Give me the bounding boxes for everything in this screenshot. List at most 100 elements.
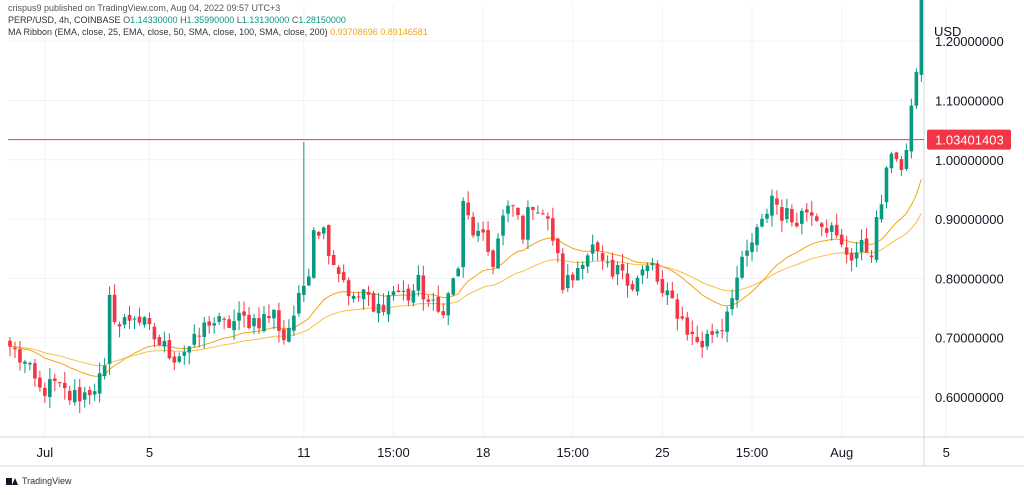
candle — [18, 349, 22, 363]
x-tick-label: 5 — [146, 445, 153, 460]
candle — [640, 269, 645, 276]
candle — [62, 382, 67, 389]
x-tick-label: 15:00 — [556, 445, 589, 460]
candle — [600, 253, 605, 261]
candle — [511, 205, 515, 207]
ohlc-values: O1.14330000 H1.35990000 L1.13130000 C1.2… — [123, 15, 346, 25]
resistance-price-tag — [927, 129, 1011, 150]
candle — [292, 315, 296, 331]
candle — [82, 392, 87, 400]
published-line: crispus9 published on TradingView.com, A… — [8, 3, 281, 13]
candle — [625, 273, 630, 286]
candle — [506, 205, 510, 214]
candle — [844, 247, 849, 255]
candle — [879, 204, 884, 220]
candle — [461, 200, 465, 268]
candle — [237, 312, 241, 321]
candle — [326, 225, 331, 257]
candle — [277, 310, 281, 331]
candle — [610, 259, 615, 277]
y-tick-label: 1.10000000 — [935, 94, 1004, 109]
candle — [177, 356, 182, 362]
candle — [620, 264, 625, 271]
candle — [247, 314, 251, 328]
candle — [859, 239, 864, 253]
candle — [147, 318, 152, 325]
candle — [590, 244, 595, 254]
chart-header: crispus9 published on TradingView.com, A… — [8, 2, 428, 38]
candle — [416, 274, 421, 291]
ohlc-open-label: O — [123, 15, 131, 25]
candle — [814, 216, 819, 221]
candle — [386, 295, 391, 315]
symbol-label[interactable]: PERP/USD, 4h, COINBASE — [8, 15, 121, 25]
candle — [157, 336, 162, 346]
currency-label[interactable]: USD — [934, 24, 962, 39]
candle — [297, 292, 301, 314]
candle — [48, 379, 52, 397]
candle — [257, 318, 261, 329]
candle — [700, 340, 705, 348]
candle — [132, 318, 137, 320]
candle — [695, 336, 700, 342]
candle — [849, 252, 854, 261]
candle — [97, 373, 102, 394]
ohlc-open-value: 1.14330000 — [130, 15, 178, 25]
candle — [207, 321, 211, 326]
candle — [526, 207, 530, 240]
footer-brand: TradingView — [6, 476, 72, 486]
candle — [321, 227, 326, 234]
candle — [899, 159, 904, 170]
candle — [904, 149, 909, 169]
candle — [302, 285, 306, 295]
candle — [446, 293, 451, 316]
candle — [819, 223, 824, 227]
candle — [725, 311, 729, 332]
candle — [650, 262, 655, 266]
candle — [227, 319, 231, 328]
candle — [436, 296, 441, 312]
candle — [919, 0, 924, 75]
x-tick-label: 11 — [297, 445, 311, 460]
candle — [272, 309, 276, 319]
candle — [546, 216, 550, 219]
candle — [595, 242, 600, 251]
candle — [560, 253, 565, 290]
candle — [117, 324, 122, 327]
candle — [282, 329, 286, 341]
candle — [13, 347, 17, 350]
candle — [167, 340, 172, 359]
candle — [182, 352, 187, 356]
candle — [376, 303, 381, 314]
candle — [551, 218, 555, 241]
candle — [705, 333, 709, 347]
candle — [396, 290, 401, 293]
candle — [496, 238, 500, 269]
candle — [33, 363, 37, 379]
candle — [202, 322, 207, 337]
candle — [242, 311, 246, 316]
candle — [570, 274, 575, 281]
candle — [426, 299, 431, 302]
candle — [486, 230, 490, 252]
candle — [356, 296, 361, 298]
candle — [760, 218, 764, 227]
candle — [262, 313, 266, 332]
ohlc-close-label: C — [291, 15, 299, 25]
x-tick-label: Jul — [37, 445, 54, 460]
ma-ribbon-label[interactable]: MA Ribbon (EMA, close, 25, EMA, close, 5… — [8, 27, 328, 37]
ma-ribbon-line-25 — [9, 179, 922, 377]
ma-ribbon-value-1: 0.93708696 — [330, 27, 378, 37]
candle — [287, 327, 291, 342]
candle — [914, 71, 919, 106]
candle — [889, 153, 894, 169]
symbol-line: PERP/USD, 4h, COINBASE O1.14330000 H1.35… — [8, 14, 428, 26]
candle — [874, 217, 879, 260]
candle — [192, 333, 197, 345]
candle — [775, 198, 779, 205]
candle — [172, 356, 177, 363]
candle — [630, 284, 635, 290]
candle — [710, 331, 714, 335]
candle — [267, 316, 271, 319]
